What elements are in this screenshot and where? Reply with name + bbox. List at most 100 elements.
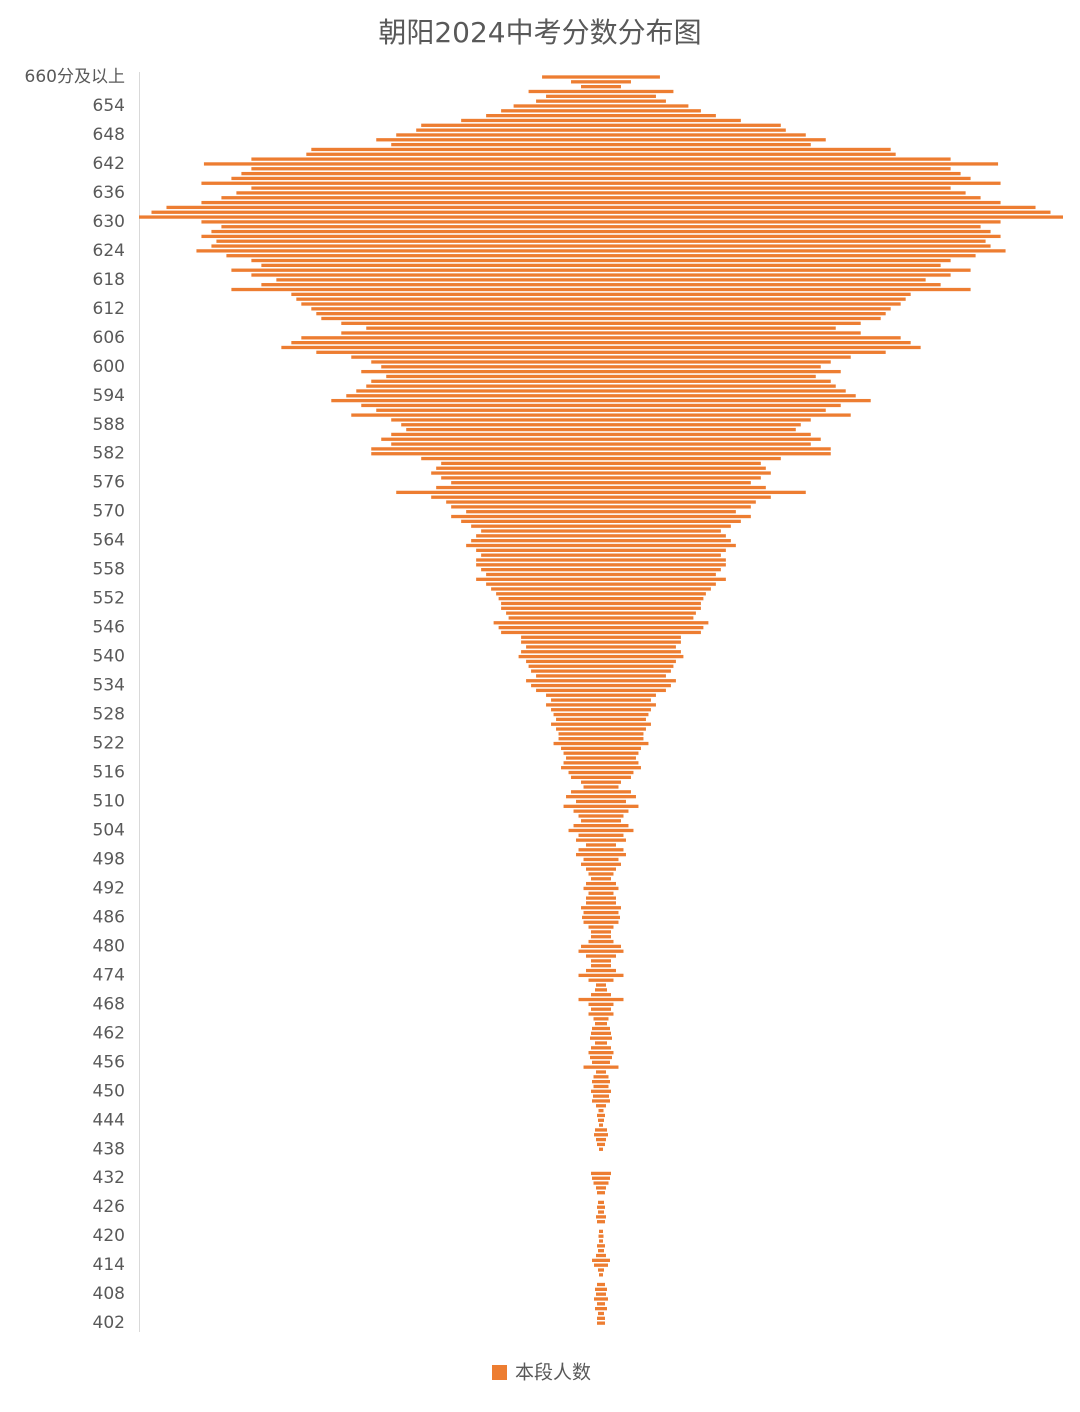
bar xyxy=(371,452,831,456)
bar xyxy=(476,548,726,552)
bar xyxy=(593,1084,609,1089)
bar xyxy=(588,872,614,876)
bar xyxy=(599,1229,603,1234)
bar xyxy=(366,326,836,330)
bar xyxy=(501,601,701,606)
bar xyxy=(236,191,966,195)
bar xyxy=(592,1099,610,1103)
bar xyxy=(591,930,611,934)
bar xyxy=(586,968,616,973)
bar xyxy=(391,418,811,422)
bar xyxy=(556,727,646,731)
bar xyxy=(476,534,726,538)
bar xyxy=(396,490,806,495)
y-tick-label: 450 xyxy=(93,1081,125,1101)
bar xyxy=(581,819,621,823)
bar xyxy=(594,1133,608,1137)
bar xyxy=(501,109,701,113)
bar xyxy=(598,1234,604,1238)
bar xyxy=(583,1065,619,1069)
bar xyxy=(521,635,681,639)
bar xyxy=(578,833,624,837)
y-tick-label: 426 xyxy=(93,1197,125,1217)
bar xyxy=(531,669,671,673)
bar xyxy=(211,229,991,234)
bar xyxy=(582,915,620,920)
bar xyxy=(306,152,896,156)
bar xyxy=(571,80,631,84)
bar xyxy=(481,529,721,533)
bar xyxy=(528,664,674,668)
y-tick-label: 630 xyxy=(93,212,125,232)
bar xyxy=(586,896,616,900)
bar xyxy=(311,147,891,152)
bar xyxy=(331,398,871,403)
bar xyxy=(261,263,941,268)
y-tick-label: 462 xyxy=(93,1023,125,1043)
bar xyxy=(311,307,891,311)
bar xyxy=(597,1113,605,1118)
bar xyxy=(371,360,831,364)
bar xyxy=(211,244,991,248)
bar xyxy=(231,287,971,292)
bar xyxy=(591,1031,611,1035)
bar xyxy=(396,133,806,137)
bar xyxy=(371,379,831,383)
bar xyxy=(261,283,941,287)
bar xyxy=(578,848,624,852)
bar xyxy=(341,331,861,335)
y-tick-label: 588 xyxy=(93,415,125,435)
bar xyxy=(561,746,641,751)
bar xyxy=(371,447,831,451)
bar xyxy=(201,220,1001,224)
bar xyxy=(597,1316,605,1320)
y-tick-label: 642 xyxy=(93,154,125,174)
bar xyxy=(592,1176,610,1180)
bar xyxy=(201,200,1001,205)
bar xyxy=(597,1142,605,1147)
y-tick-label: 528 xyxy=(93,705,125,725)
bar xyxy=(221,225,981,229)
bar xyxy=(376,408,826,412)
bar xyxy=(151,210,1051,214)
bar xyxy=(476,563,726,567)
bar xyxy=(551,708,651,712)
bar xyxy=(598,1311,604,1316)
bar xyxy=(551,698,651,702)
y-tick-label: 660分及以上 xyxy=(25,67,125,87)
bar xyxy=(553,741,649,746)
bar xyxy=(595,988,607,992)
y-tick-label: 612 xyxy=(93,299,125,319)
bar xyxy=(599,1147,603,1151)
bar xyxy=(296,297,906,301)
bar xyxy=(521,650,681,654)
bar xyxy=(498,625,704,630)
bar xyxy=(563,804,639,808)
y-tick-label: 594 xyxy=(93,386,125,406)
bar xyxy=(491,587,711,591)
bar xyxy=(596,983,606,987)
bar xyxy=(593,1181,609,1185)
bar xyxy=(381,365,821,369)
bar xyxy=(251,167,951,171)
y-tick-label: 456 xyxy=(93,1052,125,1072)
bar xyxy=(578,949,624,953)
bar xyxy=(586,901,616,905)
bar xyxy=(591,877,611,881)
bar xyxy=(226,254,976,258)
bar xyxy=(441,476,761,480)
bar xyxy=(316,312,886,316)
bar xyxy=(542,75,660,79)
bar xyxy=(594,1297,608,1301)
bar xyxy=(531,683,671,688)
bar xyxy=(526,679,676,683)
bar xyxy=(139,215,1063,219)
bar xyxy=(528,89,674,94)
bar xyxy=(321,316,881,321)
bar xyxy=(590,1055,612,1060)
y-tick-label: 570 xyxy=(93,502,125,522)
bar xyxy=(591,1171,611,1176)
y-tick-label: 654 xyxy=(93,96,125,116)
y-tick-label: 408 xyxy=(93,1284,125,1304)
bar xyxy=(201,181,1001,185)
